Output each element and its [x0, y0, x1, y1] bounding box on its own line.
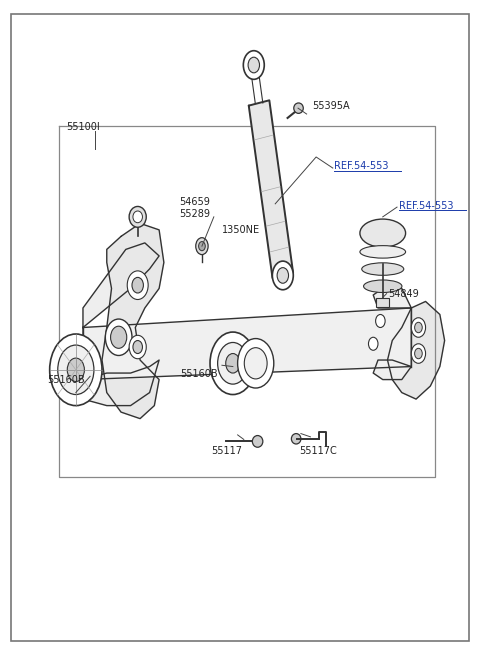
Polygon shape — [387, 301, 444, 399]
Ellipse shape — [248, 57, 260, 73]
Ellipse shape — [362, 263, 404, 275]
Ellipse shape — [376, 314, 385, 328]
Ellipse shape — [129, 335, 146, 359]
Ellipse shape — [294, 103, 303, 113]
Ellipse shape — [133, 211, 143, 223]
Polygon shape — [83, 243, 159, 328]
Polygon shape — [83, 308, 411, 379]
Text: 55395A: 55395A — [312, 102, 350, 111]
Ellipse shape — [67, 358, 84, 381]
Text: 54659
55289: 54659 55289 — [179, 197, 210, 219]
Ellipse shape — [411, 344, 426, 364]
Bar — [376, 297, 389, 307]
Ellipse shape — [363, 280, 402, 293]
Ellipse shape — [196, 238, 208, 255]
Ellipse shape — [360, 219, 406, 247]
Text: 55100I: 55100I — [66, 122, 100, 132]
Ellipse shape — [411, 318, 426, 337]
Ellipse shape — [291, 434, 301, 444]
Ellipse shape — [132, 277, 144, 293]
Text: 55117C: 55117C — [300, 446, 337, 456]
Text: 1350NE: 1350NE — [222, 225, 260, 235]
Text: 55160B: 55160B — [180, 369, 218, 379]
Text: 55117: 55117 — [212, 446, 242, 456]
Ellipse shape — [252, 436, 263, 447]
Text: 54849: 54849 — [388, 289, 419, 299]
Ellipse shape — [226, 354, 240, 373]
Polygon shape — [373, 360, 411, 379]
Text: REF.54-553: REF.54-553 — [399, 201, 454, 211]
Ellipse shape — [244, 348, 267, 379]
Ellipse shape — [49, 334, 102, 405]
Ellipse shape — [238, 339, 274, 388]
Ellipse shape — [415, 322, 422, 333]
Ellipse shape — [243, 50, 264, 79]
Ellipse shape — [127, 271, 148, 299]
Ellipse shape — [129, 206, 146, 227]
Polygon shape — [83, 360, 159, 405]
Text: REF.54-553: REF.54-553 — [334, 161, 389, 171]
Ellipse shape — [58, 345, 94, 394]
Text: 55160B: 55160B — [48, 375, 85, 384]
Ellipse shape — [105, 319, 132, 356]
Ellipse shape — [110, 326, 127, 348]
Polygon shape — [373, 288, 411, 308]
Ellipse shape — [277, 268, 288, 283]
Polygon shape — [102, 223, 164, 419]
Ellipse shape — [415, 348, 422, 359]
Ellipse shape — [272, 261, 293, 290]
Ellipse shape — [360, 246, 406, 258]
Polygon shape — [249, 100, 293, 278]
Ellipse shape — [369, 337, 378, 350]
Ellipse shape — [217, 343, 248, 384]
Ellipse shape — [199, 242, 205, 251]
Ellipse shape — [210, 332, 256, 394]
Ellipse shape — [133, 341, 143, 354]
